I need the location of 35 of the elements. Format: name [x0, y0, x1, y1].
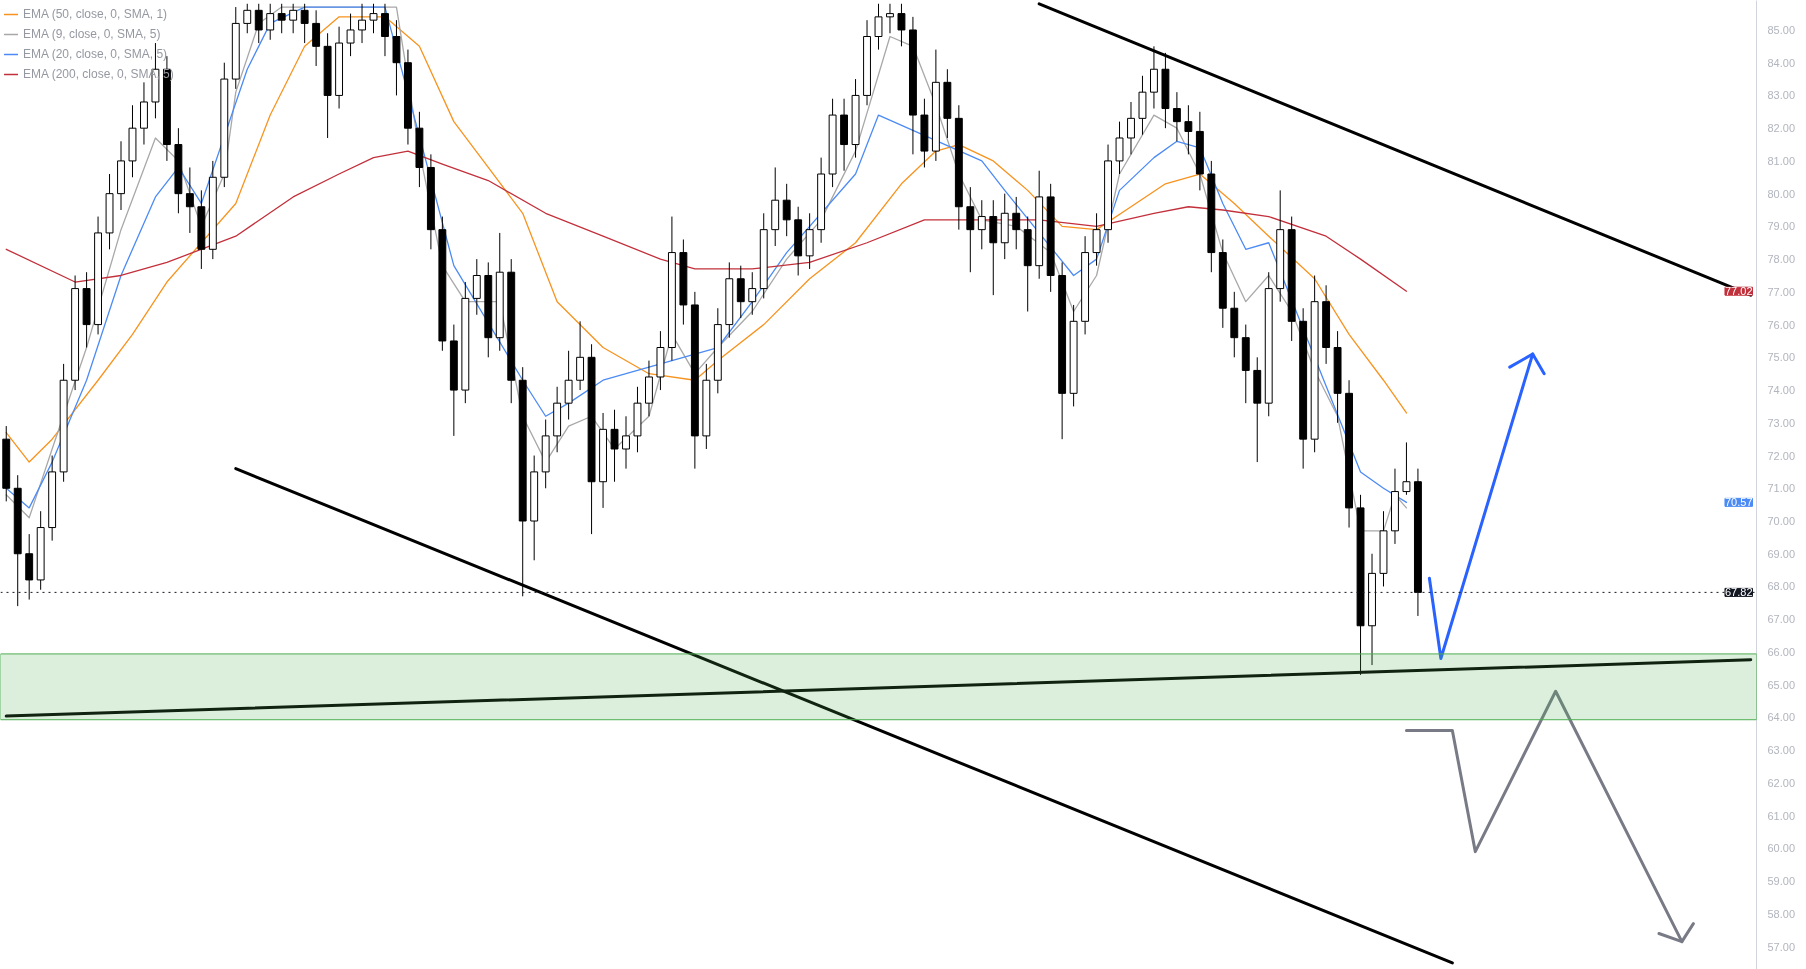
y-tick-label: 60.00: [1767, 842, 1796, 855]
annotation: 70.57: [1724, 496, 1753, 509]
ref-line-label: 67.82: [1724, 586, 1753, 599]
y-tick-label: 63.00: [1767, 744, 1796, 757]
y-tick-label: 74.00: [1767, 384, 1796, 397]
y-tick-label: 64.00: [1767, 711, 1796, 724]
y-tick-label: 81.00: [1767, 154, 1796, 167]
y-tick-label: 68.00: [1767, 580, 1796, 593]
legend-label: EMA (9, close, 0, SMA, 5): [23, 27, 161, 41]
y-tick-label: 73.00: [1767, 416, 1796, 429]
y-tick-label: 71.00: [1767, 482, 1796, 495]
y-tick-label: 62.00: [1767, 776, 1796, 789]
y-tick-label: 76.00: [1767, 318, 1796, 331]
y-tick-label: 77.00: [1767, 285, 1796, 298]
y-tick-label: 79.00: [1767, 220, 1796, 233]
y-tick-label: 58.00: [1767, 907, 1796, 920]
y-tick-label: 75.00: [1767, 351, 1796, 364]
legend-label: EMA (50, close, 0, SMA, 1): [23, 7, 168, 21]
y-tick-label: 72.00: [1767, 449, 1796, 462]
y-tick-label: 69.00: [1767, 547, 1796, 560]
y-tick-label: 83.00: [1767, 89, 1796, 102]
y-tick-label: 59.00: [1767, 875, 1796, 888]
y-tick-label: 78.00: [1767, 253, 1796, 266]
y-tick-label: 66.00: [1767, 645, 1796, 658]
y-tick-label: 57.00: [1767, 940, 1796, 953]
y-tick-label: 82.00: [1767, 122, 1796, 135]
y-tick-label: 61.00: [1767, 809, 1796, 822]
legend-label: EMA (20, close, 0, SMA, 5): [23, 47, 168, 61]
y-tick-label: 80.00: [1767, 187, 1796, 200]
annotation: 77.02: [1724, 285, 1753, 298]
y-tick-label: 67.00: [1767, 613, 1796, 626]
y-tick-label: 84.00: [1767, 56, 1796, 69]
y-tick-label: 65.00: [1767, 678, 1796, 691]
y-tick-label: 85.00: [1767, 23, 1796, 36]
y-tick-label: 70.00: [1767, 515, 1796, 528]
